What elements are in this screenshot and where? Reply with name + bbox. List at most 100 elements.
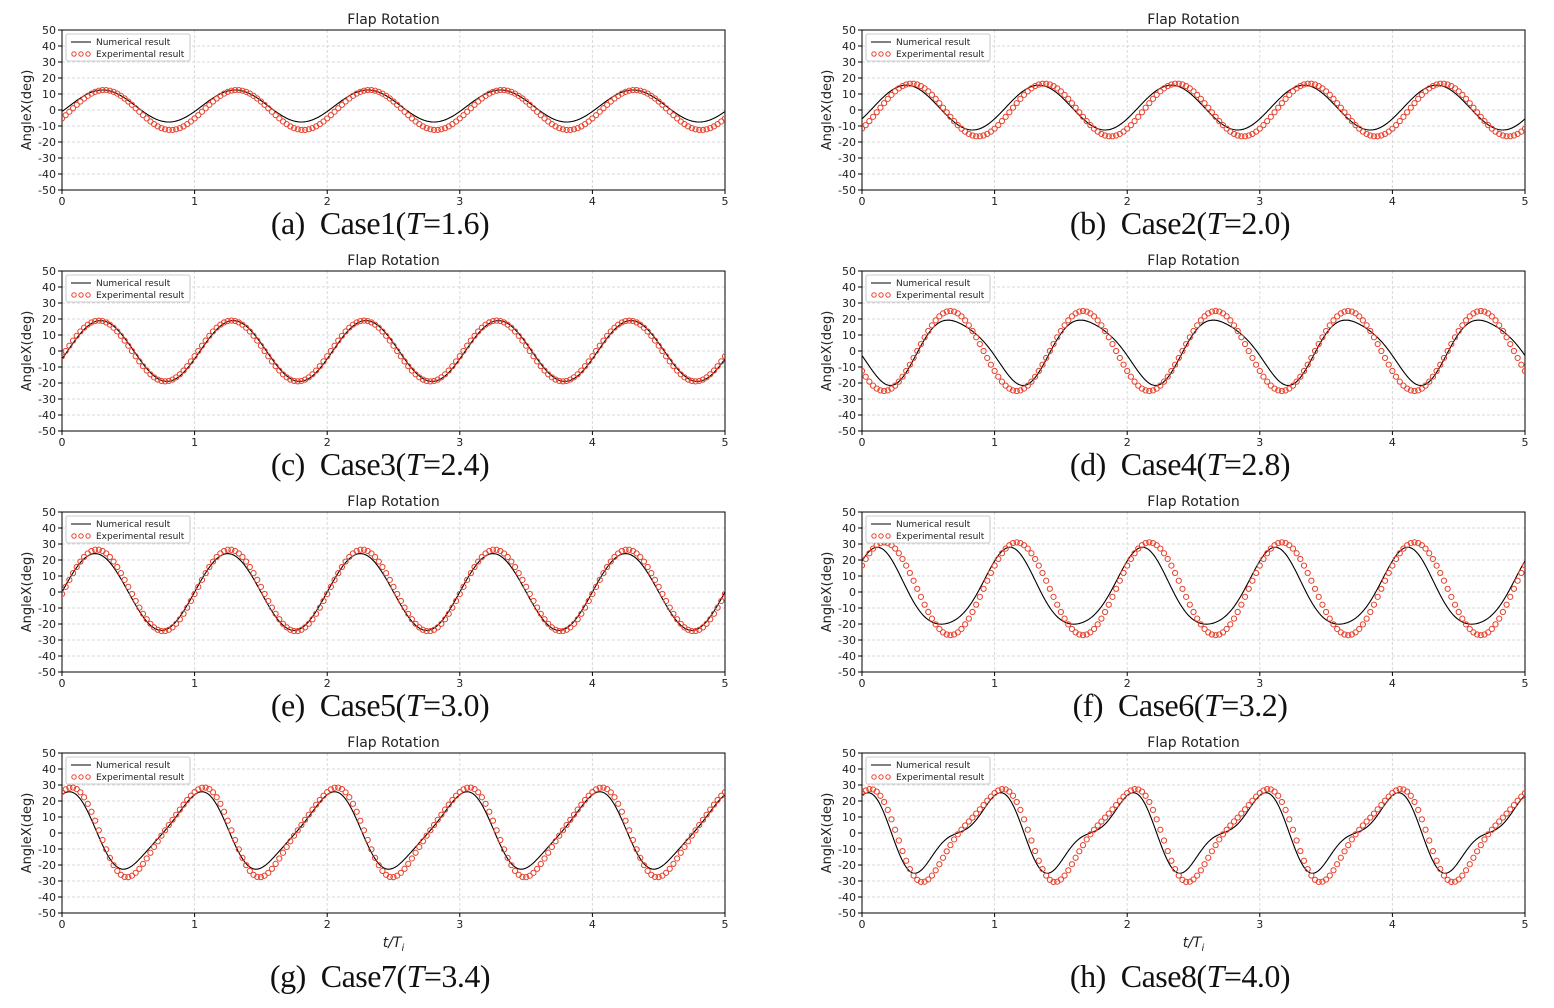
experimental-point (947, 307, 954, 315)
experimental-point (1271, 109, 1278, 116)
experimental-point (1514, 354, 1521, 362)
experimental-point (899, 847, 906, 855)
experimental-point (1260, 373, 1267, 380)
experimental-point (1381, 577, 1389, 584)
experimental-point (110, 862, 117, 869)
experimental-point (545, 620, 552, 627)
experimental-point (195, 347, 202, 355)
experimental-point (567, 624, 574, 631)
y-tick-label: 30 (842, 56, 856, 69)
experimental-point (228, 827, 235, 834)
experimental-point (947, 113, 954, 120)
experimental-point (1474, 109, 1481, 116)
experimental-point (1183, 878, 1190, 886)
experimental-point (873, 385, 880, 392)
experimental-point (191, 115, 198, 122)
experimental-point (596, 784, 603, 791)
experimental-point (128, 347, 136, 355)
x-tick-label: 5 (1522, 918, 1529, 931)
experimental-point (1079, 113, 1087, 120)
y-tick-label: -20 (38, 377, 56, 390)
series-experimental (62, 546, 725, 635)
experimental-point (1035, 562, 1042, 569)
experimental-point (1341, 109, 1348, 116)
experimental-point (419, 626, 427, 633)
caption-period-symbol: T (405, 446, 424, 482)
experimental-point (629, 836, 637, 844)
x-tick-label: 2 (324, 436, 331, 449)
experimental-point (688, 832, 695, 839)
legend-label-numerical: Numerical result (896, 761, 971, 771)
experimental-point (95, 317, 102, 324)
experimental-point (545, 371, 552, 378)
experimental-point (453, 792, 460, 799)
experimental-point (508, 324, 515, 331)
experimental-point (659, 347, 666, 355)
experimental-point (917, 340, 925, 348)
experimental-point (77, 789, 84, 796)
experimental-point (346, 324, 353, 331)
experimental-point (696, 377, 703, 385)
y-tick-label: -10 (38, 120, 56, 133)
experimental-point (1219, 122, 1227, 129)
experimental-point (1374, 593, 1381, 600)
experimental-point (394, 590, 401, 598)
series-experimental (62, 784, 725, 881)
experimental-point (511, 328, 519, 335)
experimental-point (987, 793, 995, 800)
legend-box (65, 756, 191, 785)
experimental-point (1050, 878, 1057, 886)
experimental-point (1009, 104, 1017, 111)
y-tick-label: 50 (842, 265, 856, 278)
y-tick-label: -30 (838, 634, 856, 647)
experimental-point (1083, 118, 1090, 125)
experimental-point (220, 808, 228, 815)
experimental-point (703, 374, 710, 381)
y-tick-label: -40 (38, 891, 56, 904)
caption-period-symbol: T (1206, 205, 1225, 241)
experimental-point (1359, 822, 1367, 829)
experimental-point (1102, 608, 1109, 616)
experimental-point (1046, 585, 1053, 592)
experimental-point (1009, 387, 1017, 394)
experimental-point (95, 546, 102, 553)
experimental-point (394, 101, 401, 108)
experimental-point (1076, 308, 1083, 315)
experimental-point (169, 126, 176, 134)
experimental-point (1278, 387, 1285, 395)
panel-caption: (b) Case2(T=2.0) (800, 205, 1554, 242)
x-tick-label: 3 (1256, 918, 1263, 931)
experimental-point (637, 854, 644, 861)
experimental-point (1477, 632, 1484, 639)
experimental-point (1345, 307, 1352, 315)
experimental-point (265, 105, 272, 112)
experimental-point (220, 90, 228, 97)
experimental-point (1440, 577, 1448, 584)
experimental-point (1109, 340, 1116, 348)
experimental-point (1102, 814, 1109, 821)
experimental-point (541, 616, 548, 623)
experimental-point (1275, 387, 1282, 394)
experimental-point (541, 367, 548, 374)
experimental-point (1013, 100, 1020, 107)
experimental-point (604, 563, 611, 571)
experimental-point (939, 854, 947, 861)
experimental-point (1459, 91, 1466, 98)
experimental-point (991, 367, 998, 375)
y-tick-label: -50 (38, 184, 56, 197)
experimental-point (232, 836, 239, 844)
experimental-point (511, 867, 519, 874)
experimental-point (1359, 317, 1367, 324)
experimental-point (1157, 545, 1164, 552)
experimental-point (670, 860, 677, 868)
experimental-point (198, 342, 206, 349)
experimental-point (66, 108, 73, 115)
experimental-point (467, 337, 474, 344)
y-tick-label: 0 (49, 827, 56, 840)
experimental-point (925, 608, 932, 616)
experimental-point (338, 101, 346, 108)
experimental-point (69, 784, 77, 791)
experimental-point (73, 785, 80, 793)
experimental-point (1171, 569, 1179, 577)
experimental-point (1079, 632, 1087, 639)
